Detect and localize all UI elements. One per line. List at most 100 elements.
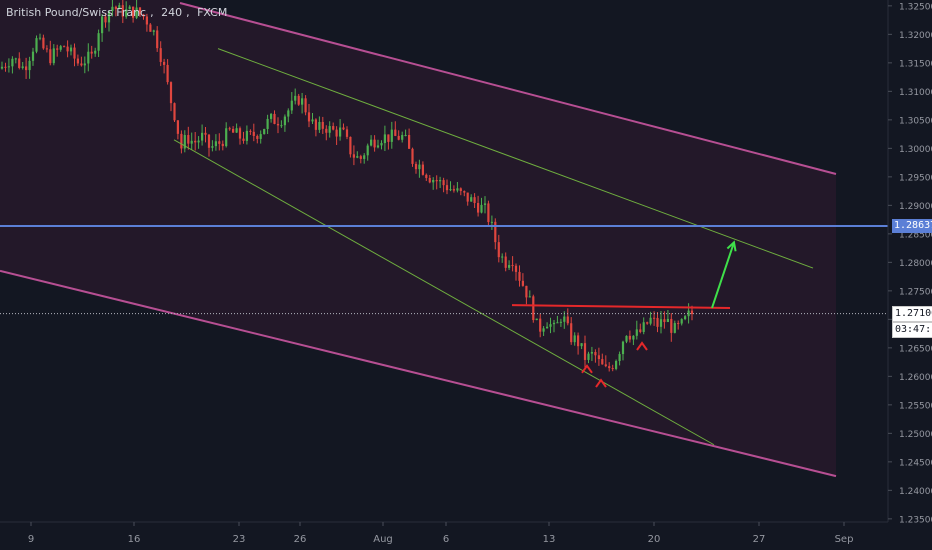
candle-body bbox=[156, 30, 159, 49]
candle-body bbox=[125, 9, 128, 17]
price-tick-label: 1.23500 bbox=[899, 515, 932, 525]
price-tick-label: 1.24000 bbox=[899, 487, 932, 497]
candle-body bbox=[31, 51, 35, 61]
candle-body bbox=[432, 179, 435, 183]
candle-body bbox=[0, 66, 4, 69]
candle-body bbox=[225, 128, 228, 147]
candle-body bbox=[456, 188, 459, 191]
candle-body bbox=[563, 316, 566, 322]
candle-body bbox=[514, 265, 518, 272]
channel-upper-line[interactable] bbox=[179, 2, 837, 175]
candle-body bbox=[435, 179, 438, 182]
candle-body bbox=[349, 136, 352, 155]
candle-body bbox=[83, 63, 86, 66]
candle-body bbox=[294, 95, 297, 101]
candle-body bbox=[566, 316, 569, 324]
candle-body bbox=[197, 140, 200, 143]
candle-body bbox=[635, 329, 638, 336]
candle-body bbox=[477, 203, 480, 213]
candle-body bbox=[266, 118, 269, 129]
candle-body bbox=[325, 128, 328, 133]
price-tick-label: 1.28500 bbox=[899, 230, 932, 240]
candle-body bbox=[145, 16, 148, 25]
candle-body bbox=[556, 322, 559, 324]
candle-body bbox=[642, 322, 645, 332]
time-tick-label: 27 bbox=[753, 534, 766, 545]
candle-body bbox=[21, 66, 24, 68]
candle-body bbox=[273, 113, 276, 124]
price-tick-label: 1.31000 bbox=[899, 88, 932, 98]
time-axis: 9 16 23 26 Aug 6 13 20 27 Sep bbox=[28, 522, 853, 545]
candle-body bbox=[183, 135, 186, 149]
candle-body bbox=[90, 51, 93, 54]
candle-body bbox=[663, 319, 666, 323]
candle-body bbox=[466, 192, 469, 202]
candle-body bbox=[352, 154, 355, 158]
target-arrow-icon bbox=[711, 240, 737, 309]
candle-body bbox=[521, 280, 524, 286]
candle-body bbox=[511, 265, 514, 267]
candle-body bbox=[335, 129, 338, 137]
time-tick-label: 20 bbox=[648, 534, 661, 545]
candle-body bbox=[449, 189, 452, 191]
separator-1: , bbox=[150, 6, 158, 19]
time-tick-label: 16 bbox=[128, 534, 141, 545]
candle-body bbox=[276, 123, 280, 126]
neckline[interactable] bbox=[511, 304, 731, 309]
candle-body bbox=[173, 103, 176, 121]
candle-body bbox=[501, 256, 504, 258]
candle-body bbox=[414, 163, 418, 170]
candle-body bbox=[370, 139, 373, 146]
channel-area bbox=[0, 0, 836, 477]
candle-body bbox=[245, 130, 248, 141]
candle-body bbox=[314, 119, 317, 130]
arrow-head bbox=[726, 240, 737, 252]
candle-body bbox=[73, 47, 76, 59]
candle-body bbox=[445, 185, 449, 191]
candle-body bbox=[311, 119, 314, 122]
candle-body bbox=[187, 135, 190, 144]
candle-body bbox=[304, 98, 307, 113]
candle-body bbox=[166, 64, 169, 83]
price-tick-label: 1.26000 bbox=[899, 373, 932, 383]
time-tick-label: 6 bbox=[443, 534, 449, 545]
candle-body bbox=[152, 30, 155, 32]
candle-body bbox=[301, 98, 304, 105]
candle-body bbox=[76, 58, 79, 64]
candle-body bbox=[38, 37, 42, 39]
candle-body bbox=[221, 143, 224, 147]
candle-body bbox=[101, 16, 104, 34]
candle-body bbox=[201, 132, 204, 141]
price-tick-label: 1.25500 bbox=[899, 401, 932, 411]
candle-body bbox=[366, 145, 369, 156]
wedge-lower-line[interactable] bbox=[173, 139, 715, 446]
channel-lower-line[interactable] bbox=[0, 269, 837, 478]
candle-body bbox=[646, 322, 649, 324]
candle-body bbox=[483, 203, 487, 205]
candle-body bbox=[211, 146, 214, 148]
candle-body bbox=[194, 140, 197, 143]
candle-body bbox=[659, 319, 663, 327]
candle-body bbox=[653, 317, 656, 319]
candle-body bbox=[639, 329, 642, 332]
candle-body bbox=[321, 121, 324, 129]
candle-body bbox=[228, 128, 231, 130]
candle-body bbox=[214, 141, 217, 147]
price-tick-label: 1.32500 bbox=[899, 2, 932, 12]
candle-body bbox=[525, 285, 528, 298]
candle-body bbox=[28, 60, 31, 71]
price-tick-label: 1.30500 bbox=[899, 116, 932, 126]
candle-body bbox=[656, 317, 659, 327]
caret-up-icon bbox=[581, 364, 593, 374]
wedge-upper-line[interactable] bbox=[217, 48, 814, 269]
candle-body bbox=[411, 148, 414, 164]
price-tick-label: 1.29500 bbox=[899, 173, 932, 183]
candle-body bbox=[159, 48, 162, 62]
candle-body bbox=[549, 324, 552, 327]
candle-body bbox=[249, 130, 252, 132]
candle-body bbox=[180, 133, 183, 149]
candle-body bbox=[69, 47, 73, 52]
candle-body bbox=[207, 134, 211, 148]
candle-body bbox=[470, 197, 473, 202]
